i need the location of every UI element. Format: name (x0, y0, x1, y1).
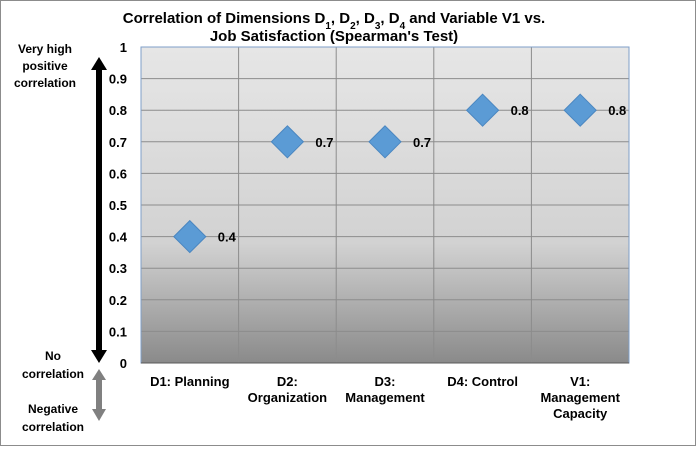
x-category-label: V1: (570, 374, 590, 389)
annotation-negative-line1: Negative (28, 402, 78, 416)
data-marker-diamond (368, 125, 402, 159)
title-sub-3: 3 (375, 21, 381, 32)
data-label: 0.7 (315, 135, 333, 150)
negative-arrow-head-top (92, 369, 106, 380)
y-tick-label: 0.8 (109, 103, 127, 118)
annotation-very-high-line1: Very high (18, 42, 72, 56)
annotation-no-line2: correlation (22, 367, 84, 381)
y-tick-label: 0.1 (109, 324, 127, 339)
x-category-label: D2: (277, 374, 298, 389)
title-sep-3: , (380, 10, 388, 27)
title-sub-1: 1 (325, 21, 331, 32)
title-base-2: D (339, 10, 350, 27)
y-tick-label: 0.9 (109, 72, 127, 87)
x-category-label: D3: (375, 374, 396, 389)
x-category-label: Capacity (553, 406, 608, 421)
title-base-4: D (389, 10, 400, 27)
y-tick-label: 0 (120, 356, 127, 371)
x-category-label: Management (540, 390, 620, 405)
data-marker-diamond (563, 93, 597, 127)
data-label: 0.8 (511, 103, 529, 118)
title-sep-2: , (356, 10, 364, 27)
y-tick-label: 0.2 (109, 293, 127, 308)
annotation-very-high: Very high positive correlation (14, 42, 76, 90)
annotation-very-high-line3: correlation (14, 76, 76, 90)
data-label: 0.8 (608, 103, 626, 118)
y-tick-label: 0.4 (109, 230, 128, 245)
annotation-no-correlation: No correlation (22, 349, 84, 381)
data-label: 0.7 (413, 135, 431, 150)
y-tick-label: 0.7 (109, 135, 127, 150)
data-markers (173, 93, 597, 254)
data-label: 0.4 (218, 230, 237, 245)
y-tick-labels: 0 0.1 0.2 0.3 0.4 0.5 0.6 0.7 0.8 0.9 1 (109, 40, 128, 371)
title-base-3: D (364, 10, 375, 27)
annotation-negative: Negative correlation (22, 402, 84, 434)
negative-arrow-shaft (96, 379, 102, 410)
title-sub-2: 2 (350, 21, 356, 32)
negative-correlation-arrow (92, 369, 106, 421)
x-category-labels: D1: Planning D2:OrganizationD3:Management… (150, 374, 621, 421)
data-marker-diamond (270, 125, 305, 159)
title-sub-4: 4 (400, 21, 406, 32)
negative-arrow-head-bottom (92, 409, 106, 421)
positive-correlation-arrow (91, 57, 107, 363)
y-tick-label: 0.5 (109, 198, 127, 213)
chart-title-line1: Correlation of Dimensions D1, D2, D3, D4… (123, 10, 545, 32)
x-category-label: D1: Planning (150, 374, 230, 389)
positive-arrow-head-bottom (91, 350, 107, 363)
y-tick-label: 1 (120, 40, 127, 55)
title-prefix: Correlation of Dimensions D (123, 10, 326, 27)
data-marker-diamond (173, 219, 207, 254)
y-tick-label: 0.3 (109, 261, 127, 276)
chart-title-line2: Job Satisfaction (Spearman's Test) (210, 28, 458, 45)
x-category-label: Management (345, 390, 425, 405)
annotation-negative-line2: correlation (22, 420, 84, 434)
data-marker-diamond (465, 93, 500, 127)
y-tick-label: 0.6 (109, 166, 127, 181)
positive-arrow-head-top (91, 57, 107, 70)
x-category-label: Organization (248, 390, 328, 405)
data-labels: 0.4 0.7 0.7 0.8 0.8 (218, 103, 626, 244)
annotation-very-high-line2: positive (22, 59, 68, 73)
positive-arrow-shaft (96, 69, 102, 351)
title-sep-1: , (331, 10, 339, 27)
x-category-label: D4: Control (447, 374, 518, 389)
title-rest: and Variable V1 vs. (405, 10, 545, 27)
annotation-no-line1: No (45, 349, 61, 363)
